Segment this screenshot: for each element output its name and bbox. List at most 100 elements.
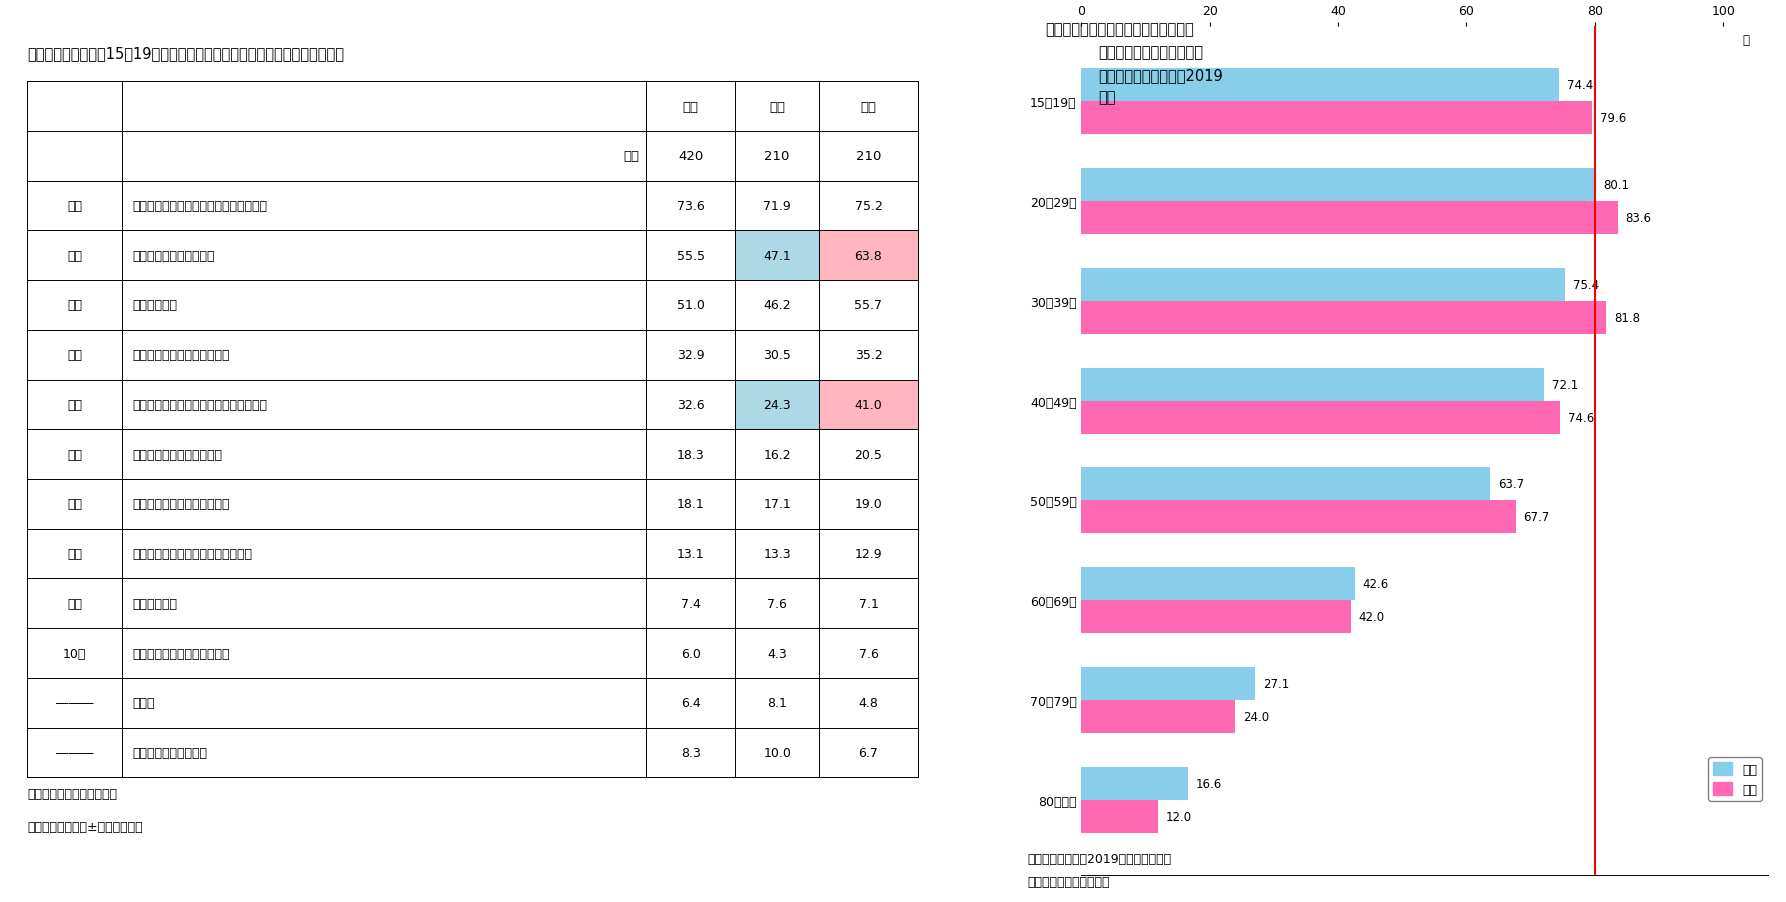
Text: 合計: 合計	[682, 100, 698, 114]
Text: ７位: ７位	[66, 498, 82, 511]
Bar	[1082, 468, 1490, 501]
Text: 動画配信サービスで映画やドラマを見る: 動画配信サービスで映画やドラマを見る	[132, 399, 268, 411]
Bar	[1082, 601, 1350, 633]
Text: 83.6: 83.6	[1625, 212, 1652, 225]
Text: ４位: ４位	[66, 349, 82, 362]
Text: （注１）順位は全体のもの: （注１）順位は全体のもの	[27, 787, 116, 801]
Text: 12.9: 12.9	[855, 548, 882, 560]
Bar	[820, 380, 918, 429]
Text: 6.0: 6.0	[680, 647, 700, 659]
Bar	[1082, 202, 1618, 235]
Text: 用」を選択した割合（2019: 用」を選択した割合（2019	[1098, 68, 1223, 83]
Text: 74.6: 74.6	[1568, 411, 1595, 424]
Text: 46.2: 46.2	[763, 299, 791, 312]
Text: 79.6: 79.6	[1600, 112, 1627, 124]
Text: 12.0: 12.0	[1166, 810, 1193, 824]
Text: ―――: ―――	[55, 696, 93, 710]
Bar	[1082, 169, 1595, 202]
Legend: 男性, 女性: 男性, 女性	[1707, 758, 1763, 801]
Text: 74.4: 74.4	[1566, 78, 1593, 92]
Text: ８位: ８位	[66, 548, 82, 560]
Text: ５位: ５位	[66, 399, 82, 411]
Text: 63.8: 63.8	[855, 250, 882, 262]
Text: 20.5: 20.5	[854, 448, 882, 461]
Bar	[1082, 567, 1356, 601]
Bar	[1082, 301, 1606, 335]
Text: Ｙｏｕｔｕｂｅなどのネット動画を見る: Ｙｏｕｔｕｂｅなどのネット動画を見る	[132, 200, 268, 213]
Text: ネットの記事やブログを見る: ネットの記事やブログを見る	[132, 498, 230, 511]
Text: １位: １位	[66, 200, 82, 213]
Text: 13.3: 13.3	[763, 548, 791, 560]
Text: 16.6: 16.6	[1195, 778, 1222, 790]
Text: ％: ％	[1743, 33, 1750, 47]
Text: 図表３　性別に見た15〜19歳のメディア視聴行動で増えたもの（複数選択）: 図表３ 性別に見た15〜19歳のメディア視聴行動で増えたもの（複数選択）	[27, 46, 345, 60]
Text: 420: 420	[679, 150, 704, 163]
Text: 7.4: 7.4	[680, 597, 700, 610]
Text: その他: その他	[132, 696, 155, 710]
Text: 42.0: 42.0	[1359, 611, 1384, 623]
Text: 55.5: 55.5	[677, 250, 705, 262]
Text: テレビを見る: テレビを見る	[132, 299, 179, 312]
Text: 13.1: 13.1	[677, 548, 705, 560]
Bar	[736, 231, 820, 281]
Text: 8.3: 8.3	[680, 746, 700, 759]
Text: ６位: ６位	[66, 448, 82, 461]
Text: 8.1: 8.1	[768, 696, 788, 710]
Bar	[1082, 800, 1159, 833]
Text: 利用目的のうち「ＳＮＳ利: 利用目的のうち「ＳＮＳ利	[1098, 45, 1204, 60]
Text: 27.1: 27.1	[1263, 677, 1289, 690]
Text: ―――: ―――	[55, 746, 93, 759]
Text: 度数: 度数	[623, 150, 639, 163]
Text: 47.1: 47.1	[763, 250, 791, 262]
Text: 32.6: 32.6	[677, 399, 705, 411]
Text: 30.5: 30.5	[763, 349, 791, 362]
Text: 図表４　過去１年間のインターネット: 図表４ 過去１年間のインターネット	[1045, 23, 1193, 38]
Text: 35.2: 35.2	[855, 349, 882, 362]
Bar	[820, 231, 918, 281]
Text: 7.1: 7.1	[859, 597, 879, 610]
Text: 10位: 10位	[63, 647, 86, 659]
Bar	[1082, 667, 1256, 700]
Text: 63.7: 63.7	[1498, 478, 1523, 491]
Text: 24.0: 24.0	[1243, 711, 1270, 723]
Text: 32.9: 32.9	[677, 349, 705, 362]
Text: ラジオを聴く: ラジオを聴く	[132, 597, 179, 610]
Bar	[1082, 69, 1559, 102]
Text: 6.4: 6.4	[680, 696, 700, 710]
Text: 81.8: 81.8	[1615, 311, 1640, 325]
Text: 75.2: 75.2	[854, 200, 882, 213]
Text: 男性: 男性	[770, 100, 786, 114]
Text: 67.7: 67.7	[1523, 511, 1550, 524]
Text: 75.4: 75.4	[1573, 279, 1598, 291]
Text: 41.0: 41.0	[855, 399, 882, 411]
Text: 雑誌を読む（電子書籍含む）: 雑誌を読む（電子書籍含む）	[132, 647, 230, 659]
Text: 6.7: 6.7	[859, 746, 879, 759]
Text: ３位: ３位	[66, 299, 82, 312]
Text: 17.1: 17.1	[763, 498, 791, 511]
Text: 55.7: 55.7	[854, 299, 882, 312]
Text: 18.3: 18.3	[677, 448, 705, 461]
Bar	[1082, 269, 1565, 301]
Text: （注２）全体より±５％に網掛け: （注２）全体より±５％に網掛け	[27, 820, 143, 833]
Text: 女性: 女性	[861, 100, 877, 114]
Bar	[736, 380, 820, 429]
Text: 19.0: 19.0	[855, 498, 882, 511]
Text: 18.1: 18.1	[677, 498, 705, 511]
Text: 本を読む（電子書籍含む）: 本を読む（電子書籍含む）	[132, 448, 223, 461]
Text: ＳＮＳを見たり投稿する: ＳＮＳを見たり投稿する	[132, 250, 216, 262]
Text: 24.3: 24.3	[763, 399, 791, 411]
Text: ２位: ２位	[66, 250, 82, 262]
Text: 特に増えたものはない: 特に増えたものはない	[132, 746, 207, 759]
Text: 7.6: 7.6	[768, 597, 788, 610]
Bar	[1082, 700, 1236, 733]
Text: 新聞を読む（ネットやスマホ含む）: 新聞を読む（ネットやスマホ含む）	[132, 548, 254, 560]
Bar	[1082, 768, 1188, 800]
Text: 72.1: 72.1	[1552, 378, 1579, 391]
Text: 年）: 年）	[1098, 90, 1116, 106]
Bar	[1082, 368, 1545, 401]
Bar	[1082, 401, 1561, 434]
Text: 10.0: 10.0	[763, 746, 791, 759]
Text: 51.0: 51.0	[677, 299, 705, 312]
Text: 4.3: 4.3	[768, 647, 788, 659]
Text: 漫画を読む（電子書籍含む）: 漫画を読む（電子書籍含む）	[132, 349, 230, 362]
